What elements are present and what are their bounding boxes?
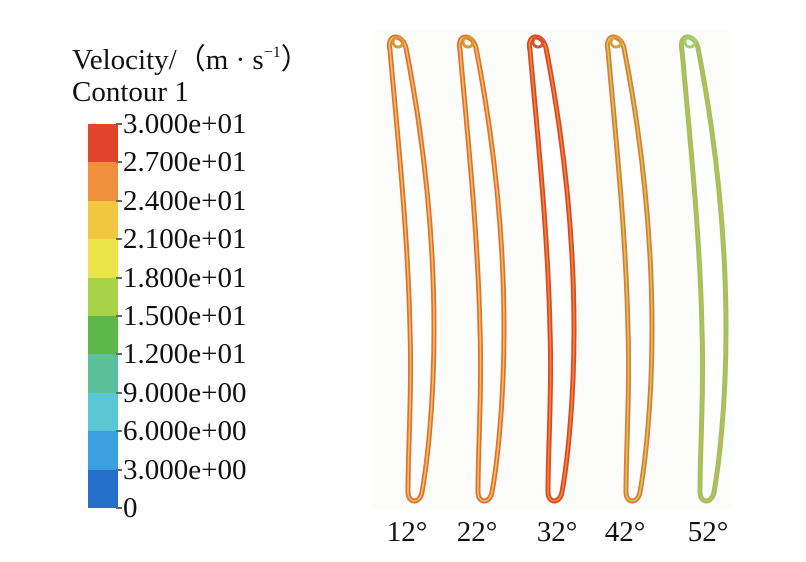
legend-title-close: ）: [280, 44, 310, 76]
colorbar-segment: [88, 124, 118, 163]
colorbar-tick: [116, 238, 122, 241]
blade-inner-band: [680, 36, 727, 502]
colorbar-tick: [116, 315, 122, 317]
blade-contour: [386, 34, 437, 504]
legend-title: Velocity/（m · s−1）: [72, 34, 310, 79]
blade-outline: [604, 34, 655, 504]
colorbar-tick-label: 3.000e+01: [123, 108, 247, 140]
blade-inner-band: [458, 36, 505, 502]
colorbar-segment: [88, 354, 118, 394]
blade-contour: [604, 34, 655, 504]
legend-subtitle: Contour 1: [72, 76, 189, 108]
colorbar-segment: [88, 316, 118, 355]
blade-tip: [531, 35, 545, 49]
colorbar-tick: [116, 199, 122, 202]
blade-contour: [678, 34, 729, 504]
blade-tip: [391, 35, 405, 49]
blade-angle-label: 52°: [687, 516, 729, 548]
blade-tip: [461, 35, 475, 49]
colorbar-segment: [88, 239, 118, 279]
blade-angle-label: 42°: [604, 516, 646, 548]
colorbar-tick: [116, 468, 122, 471]
colorbar-tick-label: 3.000e+00: [123, 453, 247, 486]
blade-inner-band: [388, 36, 435, 502]
blade-outline: [526, 34, 577, 504]
blade-inner-band: [528, 36, 575, 502]
blade-tip: [683, 35, 697, 49]
colorbar-tick: [116, 276, 122, 279]
colorbar-tick: [116, 391, 122, 394]
legend-title-main: Velocity/（m · s: [72, 44, 264, 76]
colorbar: [88, 124, 118, 509]
colorbar-tick: [116, 430, 122, 433]
colorbar-tick-label: 1.500e+01: [123, 300, 247, 332]
blade-angle-label: 12°: [386, 516, 428, 548]
colorbar-tick-label: 2.100e+01: [123, 223, 247, 256]
blade-contour: [456, 34, 507, 504]
colorbar-tick: [116, 161, 122, 164]
colorbar-tick-label: 1.800e+01: [123, 261, 247, 294]
colorbar-segment: [88, 392, 118, 432]
legend-title-exponent: −1: [263, 44, 281, 61]
colorbar-segment: [88, 469, 118, 509]
colorbar-segment: [88, 162, 118, 202]
colorbar-tick-label: 0: [123, 492, 138, 524]
colorbar-tick-label: 2.400e+01: [123, 184, 247, 217]
colorbar-segment: [88, 431, 118, 471]
blade-outline: [678, 34, 729, 504]
blade-outline: [386, 34, 437, 504]
colorbar-tick: [116, 123, 122, 125]
colorbar-tick: [116, 353, 122, 356]
blade-contour: [526, 34, 577, 504]
colorbar-tick-label: 6.000e+00: [123, 415, 247, 448]
blade-angle-label: 32°: [536, 516, 578, 548]
blade-inner-band: [606, 36, 653, 502]
colorbar-tick-label: 1.200e+01: [123, 338, 247, 371]
blade-tip: [609, 35, 623, 49]
colorbar-tick-label: 2.700e+01: [123, 146, 247, 179]
blade-outline: [456, 34, 507, 504]
colorbar-segment: [88, 277, 118, 317]
colorbar-segment: [88, 200, 118, 240]
colorbar-tick-label: 9.000e+00: [123, 376, 247, 409]
colorbar-tick: [116, 507, 122, 509]
blade-angle-label: 22°: [456, 516, 498, 548]
